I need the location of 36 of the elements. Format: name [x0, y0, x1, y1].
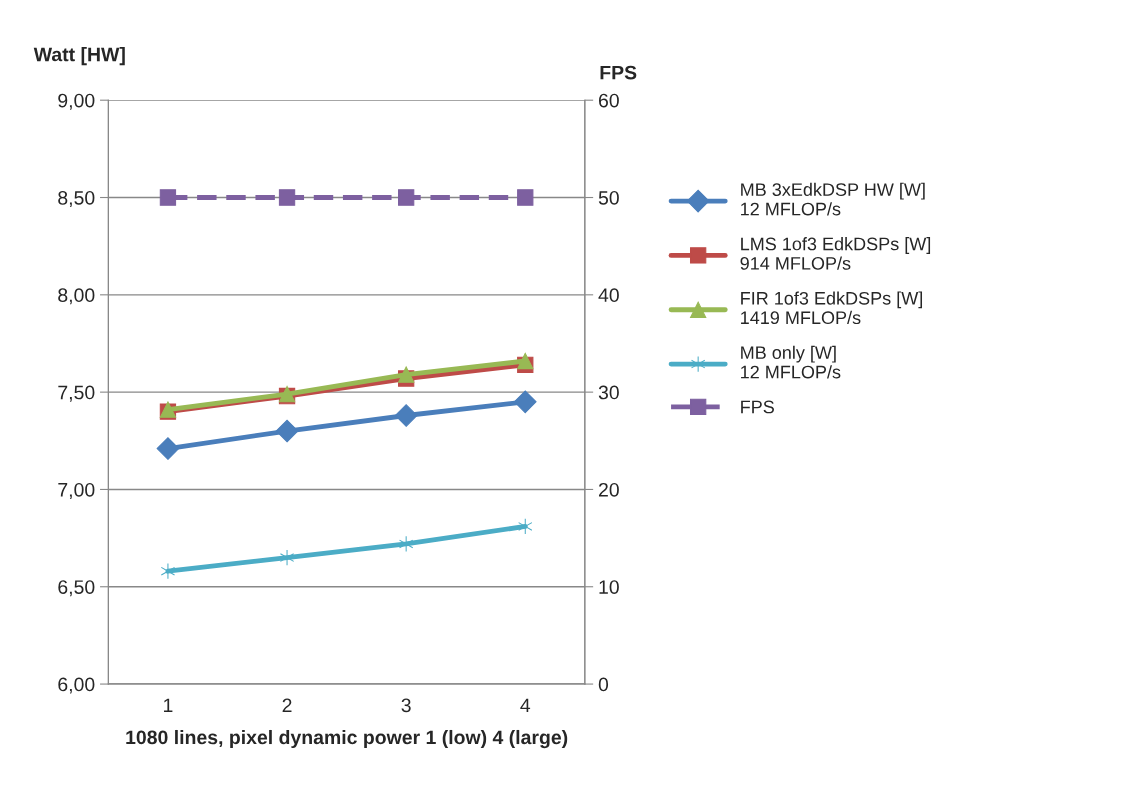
legend-label: MB 3xEdkDSP HW [W] 12 MFLOP/s: [741, 182, 925, 216]
point: [518, 518, 533, 535]
point: [275, 419, 299, 443]
y-tick-label: 6,00: [58, 677, 95, 694]
y2-tick-label: 10: [599, 580, 619, 594]
x-axis-title: 1080 lines, pixel dynamic power 1 (low) 4 (large): [126, 729, 568, 749]
y-tick-label: 7,50: [58, 385, 95, 402]
legend-label: LMS 1of3 EdkDSPs [W] 914 MFLOP/s: [740, 237, 931, 270]
legend-label: MB only [W] 12 MFLOP/s: [741, 345, 841, 379]
point: [394, 404, 418, 427]
point: [279, 549, 295, 566]
y-tick-label: 8,50: [58, 190, 95, 208]
point: [517, 352, 534, 370]
y-axis-title: Watt [HW]: [33, 47, 125, 66]
y2-axis-title: FPS: [600, 65, 637, 80]
y2-tick-label: 40: [598, 288, 619, 303]
legend-label: FPS: [741, 400, 774, 414]
y2-tick-label: 20: [598, 482, 619, 497]
y2-tick-label: 30: [598, 385, 619, 400]
y-tick-label: 9,00: [58, 93, 95, 110]
y-tick-label: 6,50: [58, 580, 95, 597]
point: [513, 390, 537, 414]
x-tick-label: 1: [164, 698, 173, 713]
point: [156, 437, 180, 460]
y-tick-label: 8,00: [58, 288, 95, 305]
y2-tick-label: 50: [598, 190, 619, 205]
y-tick-label: 7,00: [58, 482, 95, 499]
x-tick-label: 4: [520, 698, 531, 713]
point: [398, 366, 415, 383]
y2-tick-label: 0: [598, 677, 609, 692]
x-tick-label: 2: [282, 698, 292, 713]
legend-label: FIR 1of3 EdkDSPs [W] 1419 MFLOP/s: [741, 291, 923, 325]
y2-tick-label: 60: [599, 93, 619, 108]
point: [160, 563, 176, 580]
x-tick-label: 3: [401, 698, 411, 713]
point: [399, 535, 414, 553]
